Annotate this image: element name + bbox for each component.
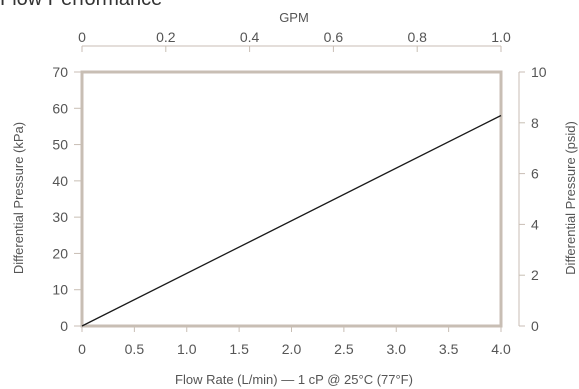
y2-axis-label: Differential Pressure (psid)	[563, 121, 578, 275]
x2-tick-label-5: 1.0	[491, 29, 511, 45]
x-tick-label-8: 4.0	[491, 341, 511, 357]
x2-tick-label-2: 0.4	[240, 29, 260, 45]
y2-tick-label-5: 10	[531, 64, 547, 80]
y2-tick-label-2: 4	[531, 216, 539, 232]
x2-axis-label: GPM	[279, 10, 309, 25]
y-tick-label-0: 0	[60, 318, 68, 334]
y2-tick-label-4: 8	[531, 115, 539, 131]
x2-tick-label-0: 0	[78, 29, 86, 45]
axes-layer: 0 0.5 1.0 1.5 2.0 2.5 3.0 3.5 4.0 0 0.2 0.4 0.6 0.8 1.…	[52, 29, 546, 357]
plot-frame	[80, 70, 503, 328]
chart-title: Flow Performance	[0, 0, 162, 11]
x-axis-label: Flow Rate (L/min) — 1 cP @ 25°C (77°F)	[175, 372, 413, 387]
series-line-0	[81, 114, 502, 327]
y2-tick-label-3: 6	[531, 166, 539, 182]
plot-layer	[81, 114, 502, 327]
x-tick-label-6: 3.0	[387, 341, 407, 357]
x-tick-label-2: 1.0	[177, 341, 197, 357]
y-tick-label-4: 40	[52, 173, 68, 189]
y2-tick-label-1: 2	[531, 267, 539, 283]
x-tick-label-1: 0.5	[125, 341, 145, 357]
x-tick-label-5: 2.5	[334, 341, 354, 357]
y-tick-label-2: 20	[52, 245, 68, 261]
x-tick-label-0: 0	[78, 341, 86, 357]
y-tick-label-7: 70	[52, 64, 68, 80]
x2-tick-label-4: 0.8	[407, 29, 427, 45]
y-tick-label-1: 10	[52, 282, 68, 298]
y-tick-label-6: 60	[52, 100, 68, 116]
x-tick-label-3: 1.5	[229, 341, 249, 357]
x2-tick-label-1: 0.2	[156, 29, 176, 45]
x-tick-label-4: 2.0	[282, 341, 302, 357]
y-tick-label-3: 30	[52, 209, 68, 225]
y2-tick-label-0: 0	[531, 318, 539, 334]
x-tick-label-7: 3.5	[439, 341, 459, 357]
y-tick-label-5: 50	[52, 137, 68, 153]
y-axis-label: Differential Pressure (kPa)	[11, 122, 26, 274]
x2-tick-label-3: 0.6	[324, 29, 344, 45]
